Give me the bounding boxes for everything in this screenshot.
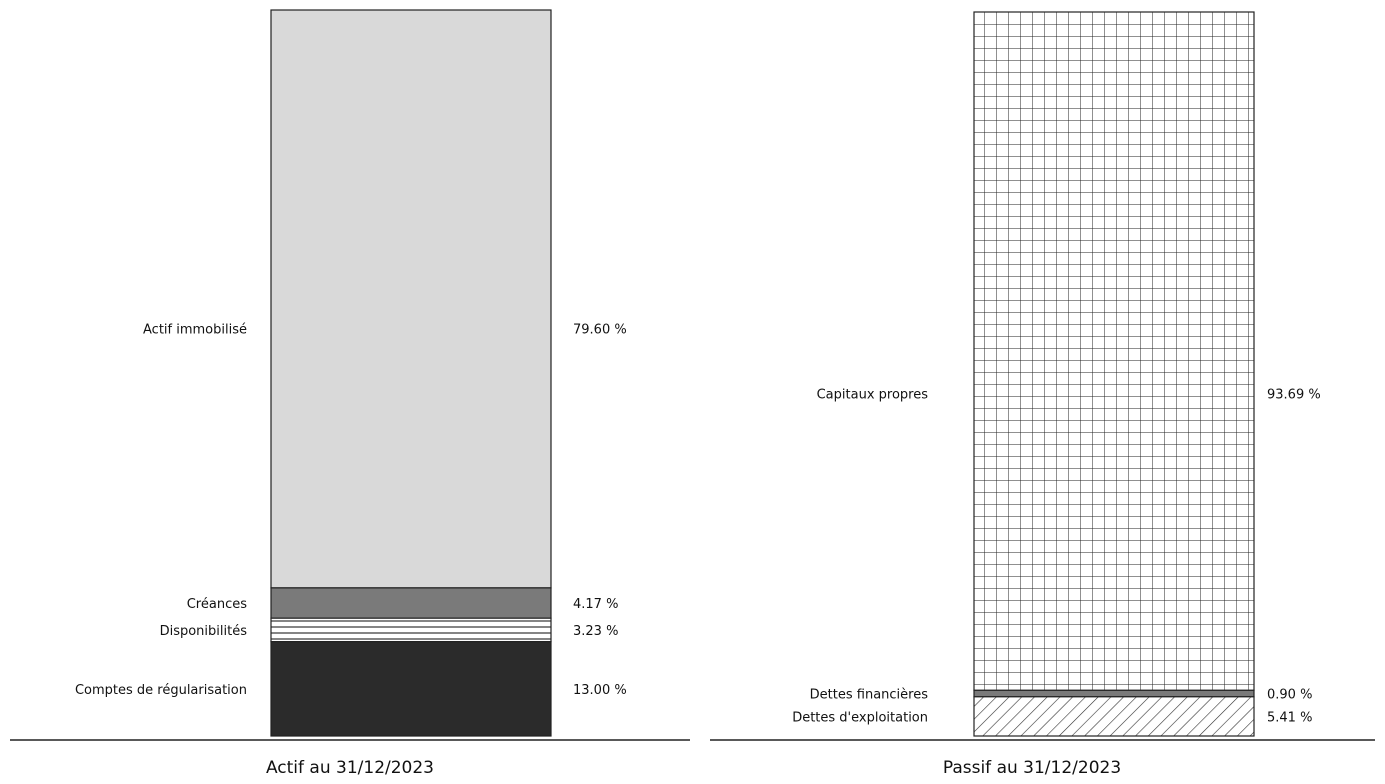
passif-segment-label-dettes-financieres: Dettes financières <box>810 688 929 703</box>
passif-bar-segment-capitaux-propres <box>973 11 1255 691</box>
passif-segment-label-dettes-d-exploitation: Dettes d'exploitation <box>792 710 928 725</box>
actif-segment-label-creances: Créances <box>187 597 247 612</box>
actif-segment-value-actif-immobilise: 79.60 % <box>573 323 627 338</box>
passif-chart-title: Passif au 31/12/2023 <box>943 758 1121 778</box>
passif-bar-segment-dettes-d-exploitation <box>973 696 1255 737</box>
actif-segment-label-actif-immobilise: Actif immobilisé <box>143 323 247 338</box>
actif-bar-segment-comptes-de-regularisation <box>270 640 552 737</box>
passif-segments: Capitaux propres 93.69 % Dettes financière… <box>792 11 1321 737</box>
passif-segment-value-dettes-d-exploitation: 5.41 % <box>1267 710 1312 725</box>
actif-segments: Actif immobilisé 79.60 % Créances 4.17 % Dis… <box>75 9 627 737</box>
actif-segment-label-disponibilites: Disponibilités <box>160 624 248 639</box>
actif-chart: Actif au 31/12/2023 Actif immobilisé 79.6… <box>10 9 690 778</box>
actif-segment-label-comptes-de-regularisation: Comptes de régularisation <box>75 683 247 698</box>
actif-segment-value-comptes-de-regularisation: 13.00 % <box>573 683 627 698</box>
passif-segment-value-dettes-financieres: 0.90 % <box>1267 688 1312 703</box>
actif-bar-segment-actif-immobilise <box>270 9 552 589</box>
passif-bar-segment-dettes-financieres <box>973 689 1255 698</box>
actif-segment-value-creances: 4.17 % <box>573 597 618 612</box>
actif-segment-value-disponibilites: 3.23 % <box>573 624 618 639</box>
actif-bar-segment-creances <box>270 587 552 619</box>
actif-chart-title: Actif au 31/12/2023 <box>266 758 434 778</box>
passif-segment-value-capitaux-propres: 93.69 % <box>1267 388 1321 403</box>
passif-chart: Passif au 31/12/2023 Capitaux propres 93.… <box>710 11 1375 778</box>
actif-bar-segment-disponibilites <box>270 617 552 643</box>
passif-segment-label-capitaux-propres: Capitaux propres <box>817 388 929 403</box>
